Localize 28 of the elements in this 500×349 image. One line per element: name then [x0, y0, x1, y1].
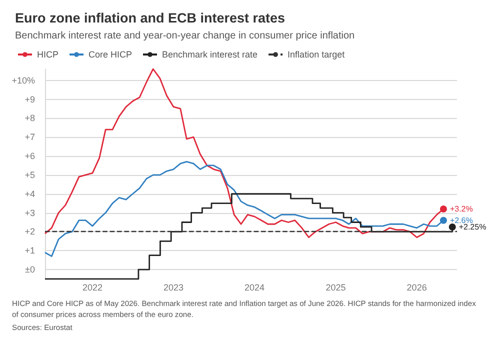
legend-label: Inflation target — [288, 50, 346, 60]
y-tick-label: +6 — [24, 151, 35, 162]
y-tick-label: +10% — [12, 75, 35, 86]
x-tick-label: 2024 — [244, 282, 265, 292]
data-label: +2.6% — [450, 216, 473, 225]
legend-label: Benchmark interest rate — [162, 50, 258, 60]
x-tick-label: 2026 — [406, 282, 427, 292]
legend-label: Core HICP — [88, 50, 132, 60]
y-tick-label: +3 — [24, 208, 35, 218]
y-tick-label: +2 — [24, 226, 35, 237]
y-tick-label: ±0 — [25, 264, 35, 275]
point — [448, 223, 456, 230]
y-tick-label: +8 — [24, 113, 35, 124]
y-tick-label: +1 — [24, 246, 35, 256]
y-tick-label: +9 — [24, 94, 35, 104]
y-tick-label: +7 — [24, 132, 35, 142]
legend-label: HICP — [37, 50, 59, 60]
chart-title: Euro zone inflation and ECB interest rates — [15, 10, 286, 26]
point — [440, 216, 447, 224]
x-tick-label: 2025 — [326, 282, 346, 292]
x-tick-label: 2023 — [164, 282, 184, 292]
y-tick-label: +5 — [24, 170, 35, 180]
point — [440, 206, 447, 212]
y-tick-label: +4 — [24, 188, 35, 199]
data-label: +2.25% — [458, 222, 486, 232]
chart-subtitle: Benchmark interest rate and year-on-year change in consumer price inflation — [15, 30, 355, 42]
x-tick-label: 2022 — [82, 282, 103, 292]
data-label: +3.2% — [450, 204, 473, 214]
